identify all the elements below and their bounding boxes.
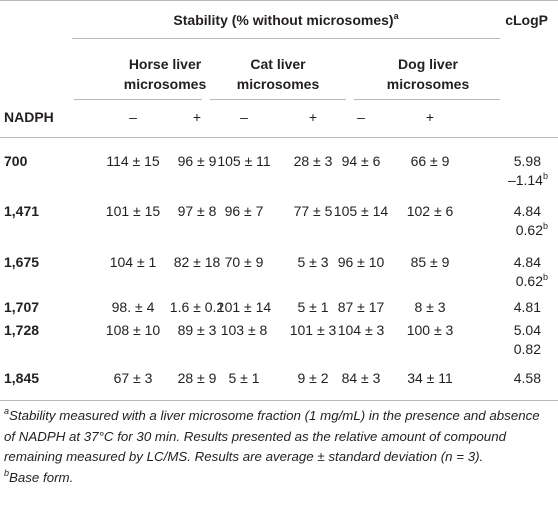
clogp-value: 4.84 bbox=[514, 202, 541, 220]
cell-value: 77 ± 5 bbox=[293, 203, 333, 219]
clogp-value: 0.62b bbox=[516, 221, 548, 239]
top-rule bbox=[0, 0, 558, 1]
species-rule bbox=[210, 99, 346, 100]
cell-value: 114 ± 15 bbox=[106, 153, 160, 169]
cell-value: 102 ± 6 bbox=[406, 203, 454, 219]
compound-id: 1,471 bbox=[4, 203, 40, 219]
clogp-text: 0.82 bbox=[513, 341, 541, 357]
cell-value: 66 ± 9 bbox=[410, 153, 450, 169]
nadph-sign: – bbox=[357, 109, 365, 125]
cell-value: 28 ± 3 bbox=[293, 153, 333, 169]
cell-value: 87 ± 17 bbox=[337, 299, 385, 315]
cell-value: 101 ± 15 bbox=[105, 203, 161, 219]
note-mark: a bbox=[4, 406, 10, 416]
cell-value: 34 ± 11 bbox=[407, 370, 453, 386]
header-rule bbox=[0, 137, 558, 138]
cell-value: 104 ± 3 bbox=[337, 322, 385, 338]
clogp-text: 4.81 bbox=[513, 299, 541, 315]
cell-value: 103 ± 8 bbox=[220, 322, 268, 338]
clogp-value: 5.04 bbox=[514, 321, 541, 339]
clogp-value: –1.14b bbox=[508, 171, 548, 189]
group-rule bbox=[72, 38, 500, 39]
cell-value: 101 ± 3 bbox=[289, 322, 337, 338]
group-text: Stability (% without microsomes) bbox=[173, 12, 394, 28]
cell-value: 5 ± 1 bbox=[297, 299, 329, 315]
cell-value: 96 ± 7 bbox=[224, 203, 264, 219]
clogp-value: 0.62b bbox=[516, 272, 548, 290]
nadph-sign: + bbox=[425, 109, 435, 125]
note-mark: b bbox=[4, 467, 10, 478]
cell-value: 96 ± 10 bbox=[337, 254, 385, 270]
bottom-rule bbox=[0, 400, 558, 401]
cell-value: 98. ± 4 bbox=[111, 299, 155, 315]
cell-value: 101 ± 14 bbox=[216, 299, 272, 315]
cell-value: 108 ± 10 bbox=[105, 322, 161, 338]
cell-value: 85 ± 9 bbox=[410, 254, 450, 270]
species-header: Horse liver microsomes bbox=[123, 56, 207, 92]
clogp-value: 4.84 bbox=[514, 253, 541, 271]
cell-value: 97 ± 8 bbox=[177, 203, 217, 219]
cell-value: 28 ± 9 bbox=[177, 370, 217, 386]
clogp-text: 5.98 bbox=[513, 153, 541, 169]
compound-id: 700 bbox=[4, 153, 28, 169]
clogp-value: 4.58 bbox=[514, 369, 541, 387]
cell-value: 9 ± 2 bbox=[297, 370, 329, 386]
cell-value: 67 ± 3 bbox=[113, 370, 153, 386]
cell-value: 94 ± 6 bbox=[341, 153, 381, 169]
clogp-text: 4.58 bbox=[513, 370, 541, 386]
cell-value: 70 ± 9 bbox=[224, 254, 264, 270]
cell-value: 82 ± 18 bbox=[173, 254, 221, 270]
clogp-text: 4.84 bbox=[513, 254, 541, 270]
group-header: Stability (% without microsomes)a bbox=[173, 11, 398, 29]
clogp-value: 5.98 bbox=[514, 152, 541, 170]
footnote-text: Base form. bbox=[9, 469, 74, 485]
footnote: aStability measured with a liver microso… bbox=[4, 406, 552, 468]
note-mark: b bbox=[542, 272, 548, 282]
nadph-sign: – bbox=[240, 109, 248, 125]
note-mark: b bbox=[542, 221, 548, 231]
nadph-sign: + bbox=[308, 109, 318, 125]
cell-value: 105 ± 14 bbox=[333, 203, 389, 219]
cell-value: 89 ± 3 bbox=[177, 322, 217, 338]
clogp-value: 0.82 bbox=[514, 340, 541, 358]
cell-value: 8 ± 3 bbox=[414, 299, 446, 315]
cell-value: 96 ± 9 bbox=[177, 153, 217, 169]
compound-id: 1,728 bbox=[4, 322, 40, 338]
nadph-header: NADPH bbox=[4, 109, 54, 125]
cell-value: 104 ± 1 bbox=[109, 254, 157, 270]
cell-value: 105 ± 11 bbox=[217, 153, 271, 169]
compound-id: 1,845 bbox=[4, 370, 40, 386]
note-mark: b bbox=[542, 171, 548, 181]
footnote: bBase form. bbox=[4, 468, 552, 489]
clogp-header: cLogP bbox=[505, 12, 548, 28]
note-mark: a bbox=[393, 11, 399, 21]
cell-value: 5 ± 1 bbox=[228, 370, 260, 386]
footnotes: aStability measured with a liver microso… bbox=[4, 406, 552, 488]
cell-value: 5 ± 3 bbox=[297, 254, 329, 270]
species-header: Cat liver microsomes bbox=[236, 56, 320, 92]
clogp-text: 5.04 bbox=[513, 322, 541, 338]
clogp-value: 4.81 bbox=[514, 298, 541, 316]
species-rule bbox=[354, 99, 500, 100]
clogp-text: 0.62 bbox=[515, 222, 543, 238]
clogp-text: 4.84 bbox=[513, 203, 541, 219]
nadph-sign: + bbox=[192, 109, 202, 125]
footnote-text: Stability measured with a liver microsom… bbox=[4, 408, 540, 465]
species-header: Dog liver microsomes bbox=[386, 56, 470, 92]
cell-value: 84 ± 3 bbox=[341, 370, 381, 386]
nadph-sign: – bbox=[129, 109, 137, 125]
cell-value: 1.6 ± 0.2 bbox=[169, 299, 225, 315]
clogp-text: –1.14 bbox=[507, 172, 543, 188]
species-rule bbox=[74, 99, 202, 100]
compound-id: 1,707 bbox=[4, 299, 40, 315]
compound-id: 1,675 bbox=[4, 254, 40, 270]
cell-value: 100 ± 3 bbox=[406, 322, 454, 338]
clogp-text: 0.62 bbox=[515, 273, 543, 289]
